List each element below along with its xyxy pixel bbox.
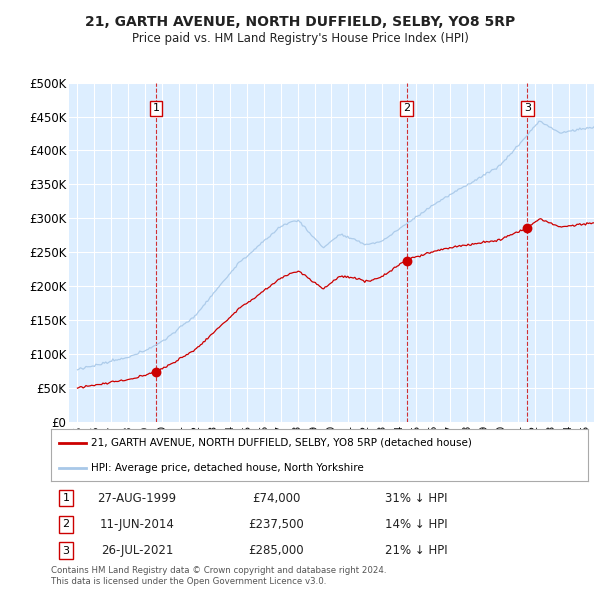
Text: This data is licensed under the Open Government Licence v3.0.: This data is licensed under the Open Gov… — [51, 577, 326, 586]
Text: Contains HM Land Registry data © Crown copyright and database right 2024.: Contains HM Land Registry data © Crown c… — [51, 566, 386, 575]
Text: 14% ↓ HPI: 14% ↓ HPI — [385, 518, 448, 531]
Text: £237,500: £237,500 — [248, 518, 304, 531]
Text: £285,000: £285,000 — [249, 544, 304, 557]
Text: 3: 3 — [62, 546, 70, 556]
Text: Price paid vs. HM Land Registry's House Price Index (HPI): Price paid vs. HM Land Registry's House … — [131, 32, 469, 45]
Text: £74,000: £74,000 — [253, 491, 301, 504]
Point — [402, 256, 412, 266]
Text: 2: 2 — [62, 519, 70, 529]
Point — [523, 224, 532, 233]
Text: 2: 2 — [403, 103, 410, 113]
Point — [151, 367, 161, 376]
Text: 11-JUN-2014: 11-JUN-2014 — [100, 518, 175, 531]
Text: 21% ↓ HPI: 21% ↓ HPI — [385, 544, 448, 557]
Text: 26-JUL-2021: 26-JUL-2021 — [101, 544, 173, 557]
Text: 21, GARTH AVENUE, NORTH DUFFIELD, SELBY, YO8 5RP (detached house): 21, GARTH AVENUE, NORTH DUFFIELD, SELBY,… — [91, 438, 472, 448]
Text: 27-AUG-1999: 27-AUG-1999 — [97, 491, 176, 504]
Text: 31% ↓ HPI: 31% ↓ HPI — [385, 491, 448, 504]
Text: 1: 1 — [153, 103, 160, 113]
Text: 21, GARTH AVENUE, NORTH DUFFIELD, SELBY, YO8 5RP: 21, GARTH AVENUE, NORTH DUFFIELD, SELBY,… — [85, 15, 515, 29]
Text: 3: 3 — [524, 103, 531, 113]
Text: HPI: Average price, detached house, North Yorkshire: HPI: Average price, detached house, Nort… — [91, 463, 364, 473]
Text: 1: 1 — [62, 493, 70, 503]
